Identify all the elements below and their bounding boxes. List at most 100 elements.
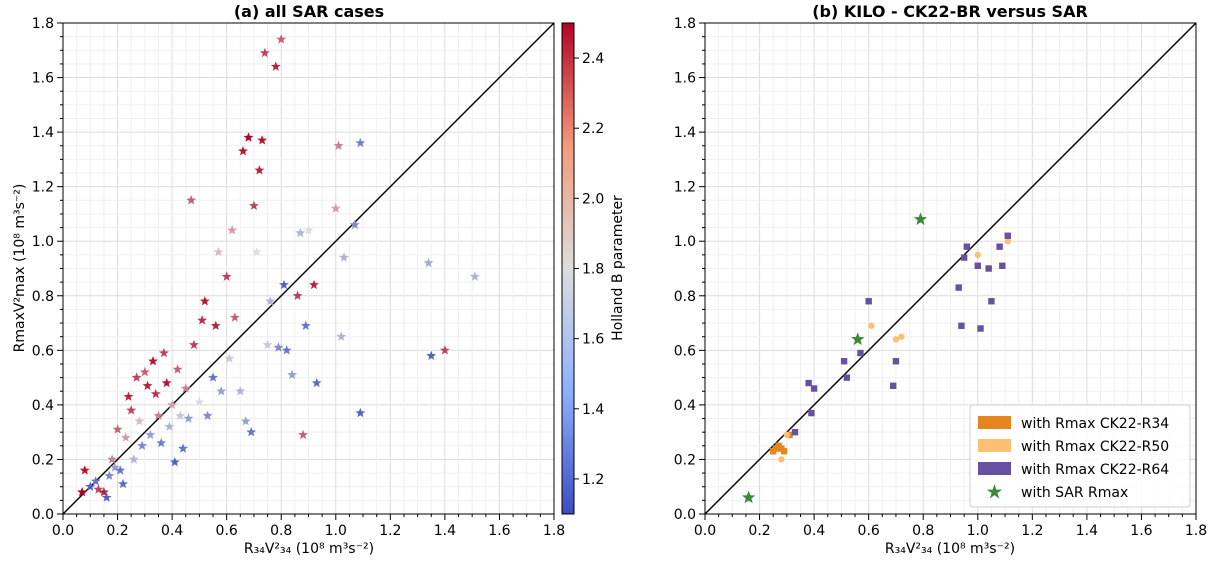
sar-case-star xyxy=(246,427,257,437)
panel-a-xtick-label: 1.4 xyxy=(434,523,456,539)
colorbar xyxy=(561,22,575,515)
sar-case-star xyxy=(281,345,292,355)
sar-case-star xyxy=(254,165,265,175)
panel-a-ytick-label: 1.2 xyxy=(32,180,54,196)
colorbar-tick-label: 1.8 xyxy=(582,262,604,278)
ck22-point xyxy=(963,243,971,250)
sar-case-star xyxy=(178,443,188,453)
sar-case-star xyxy=(104,470,115,480)
ck22-point xyxy=(778,456,785,463)
sar-case-star xyxy=(202,410,213,420)
sar-case-star xyxy=(355,137,366,148)
panel-b-xtick-label: 0.4 xyxy=(803,523,825,539)
ck22-point xyxy=(1004,232,1011,239)
ck22-point xyxy=(958,322,965,329)
sar-case-star xyxy=(240,416,251,426)
sar-case-star xyxy=(79,465,90,475)
sar-case-star xyxy=(150,388,161,399)
sar-case-star xyxy=(287,369,298,380)
sar-case-star xyxy=(90,476,101,486)
sar-case-star xyxy=(426,350,437,360)
panel-a-ytick-label: 0.2 xyxy=(32,452,54,468)
panel-b-ytick-label: 0.0 xyxy=(674,507,696,523)
sar-case-star xyxy=(153,410,164,420)
sar-case-star xyxy=(224,353,235,363)
panel-b: (b) KILO - CK22-BR versus SAR 0.0 0.2 0.4 0… xyxy=(674,2,1207,557)
sar-case-star xyxy=(336,331,347,341)
sar-case-star xyxy=(175,410,186,420)
sar-case-star xyxy=(169,457,180,467)
panel-a-xtick-label: 0.8 xyxy=(270,523,292,539)
sar-case-star xyxy=(115,465,126,475)
sar-case-star xyxy=(423,257,434,268)
sar-case-star xyxy=(243,132,254,142)
sar-case-star xyxy=(439,345,450,355)
sar-case-star xyxy=(251,246,262,257)
legend-label-r64: with Rmax CK22-R64 xyxy=(1021,462,1169,478)
panel-b-xtick-label: 1.4 xyxy=(1076,523,1098,539)
sar-rmax-star xyxy=(742,490,756,504)
ck22-point xyxy=(805,379,812,387)
sar-case-star xyxy=(339,252,349,262)
sar-case-star xyxy=(77,487,87,497)
panel-a-xtick-label: 0.4 xyxy=(161,523,183,539)
colorbar-tick-label: 2.2 xyxy=(582,121,604,137)
colorbar-ticks: 1.2 1.4 1.6 1.8 2.0 2.2 2.4 xyxy=(574,51,604,488)
colorbar-tick-label: 1.4 xyxy=(582,402,604,418)
panel-a-ytick-label: 1.4 xyxy=(32,125,54,141)
sar-case-star xyxy=(126,405,137,415)
legend-label-r50: with Rmax CK22-R50 xyxy=(1021,439,1169,455)
sar-case-star xyxy=(330,203,341,213)
panel-b-legend: with Rmax CK22-R34 with Rmax CK22-R50 wi… xyxy=(969,404,1191,508)
panel-a-ytick-label: 1.0 xyxy=(32,234,54,250)
sar-case-star xyxy=(85,481,96,491)
sar-rmax-star xyxy=(913,212,928,226)
sar-case-star xyxy=(101,492,112,502)
panel-b-title: (b) KILO - CK22-BR versus SAR xyxy=(812,2,1088,21)
panel-a-xtick-label: 0.0 xyxy=(52,523,74,539)
ck22-point xyxy=(996,243,1003,250)
sar-case-star xyxy=(300,320,311,330)
panel-a-ytick-label: 1.6 xyxy=(32,71,54,87)
sar-case-star xyxy=(120,432,131,442)
panel-b-ytick-label: 0.8 xyxy=(674,289,696,305)
ck22-point xyxy=(865,298,872,305)
sar-case-star xyxy=(123,391,134,401)
panel-a: (a) all SAR cases 0.0 0.2 0.4 0.6 0.8 1.0 1.2 1… xyxy=(12,2,626,557)
panel-b-ytick-label: 0.2 xyxy=(674,452,696,468)
sar-case-star xyxy=(270,61,281,71)
ck22-point xyxy=(843,374,851,381)
panel-b-ytick-label: 1.4 xyxy=(674,125,696,141)
sar-case-star xyxy=(298,429,308,440)
panel-b-xtick-label: 0.6 xyxy=(858,523,880,539)
sar-case-star xyxy=(118,478,128,489)
panel-a-xtick-label: 1.8 xyxy=(543,523,565,539)
legend-label-sar: with SAR Rmax xyxy=(1021,485,1128,501)
sar-case-star xyxy=(292,290,303,300)
legend-label-r34: with Rmax CK22-R34 xyxy=(1021,416,1169,432)
ck22-point xyxy=(974,262,981,269)
panel-b-ytick-label: 0.6 xyxy=(674,343,696,359)
sar-case-star xyxy=(145,429,156,440)
panel-a-xtick-label: 1.6 xyxy=(488,523,510,539)
panel-a-ticks: 0.0 0.2 0.4 0.6 0.8 1.0 1.2 1.4 1.6 1.8 0.0 0.2 0.4 0… xyxy=(32,16,565,539)
ck22-point xyxy=(977,325,984,332)
legend-frame xyxy=(969,404,1191,508)
sar-case-star xyxy=(99,487,109,497)
sar-case-star xyxy=(199,296,210,306)
legend-swatch-r34 xyxy=(978,416,1011,429)
panel-a-xtick-label: 0.6 xyxy=(216,523,238,539)
ck22-point xyxy=(985,265,992,272)
panel-b-xtick-label: 0.8 xyxy=(912,523,934,539)
sar-case-star xyxy=(197,315,208,325)
panel-b-points xyxy=(742,212,1011,504)
panel-b-ticks: 0.0 0.2 0.4 0.6 0.8 1.0 1.2 1.4 1.6 1.8 0.0 0.2 0.4 0… xyxy=(674,16,1207,539)
sar-case-star xyxy=(93,484,104,494)
sar-case-star xyxy=(333,140,344,150)
sar-case-star xyxy=(139,367,150,377)
legend-marker-sar-star xyxy=(986,484,1003,499)
ck22-point xyxy=(808,409,815,417)
sar-case-star xyxy=(142,380,153,390)
colorbar-label: Holland B parameter xyxy=(610,195,626,341)
sar-case-star xyxy=(183,413,194,423)
